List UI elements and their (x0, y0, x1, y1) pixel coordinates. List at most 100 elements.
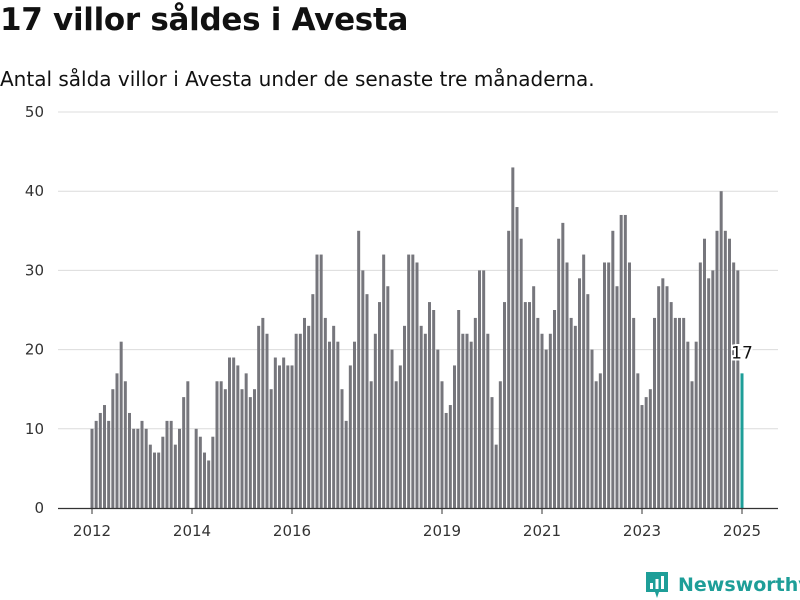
bar (340, 389, 344, 508)
bar (540, 333, 544, 508)
bar (319, 254, 323, 508)
bar (336, 341, 340, 508)
bar (186, 381, 190, 508)
bar (398, 365, 402, 508)
bar (465, 333, 469, 508)
bar (373, 333, 377, 508)
bar (703, 238, 706, 508)
bar (298, 333, 302, 508)
bar (286, 365, 290, 508)
bar (694, 341, 698, 508)
bar (498, 381, 502, 508)
bar (636, 373, 640, 508)
bar (519, 238, 523, 508)
bar (386, 286, 390, 508)
bar (732, 262, 736, 508)
bar (303, 317, 306, 508)
bar (94, 420, 98, 508)
bar (678, 317, 681, 508)
x-tick-label: 2021 (523, 522, 561, 540)
bar (432, 310, 436, 508)
bar (482, 270, 486, 508)
bar (311, 294, 315, 508)
bar (232, 357, 236, 508)
bar (528, 302, 531, 508)
bar (278, 365, 281, 508)
bar (361, 270, 365, 508)
bar (494, 444, 498, 508)
bar (594, 381, 598, 508)
bar (428, 302, 431, 508)
bar (282, 357, 286, 508)
chart-subtitle: Antal sålda villor i Avesta under de sen… (0, 67, 595, 91)
bar (648, 389, 652, 508)
bar (290, 365, 294, 508)
bar (165, 420, 169, 508)
bar (453, 365, 456, 508)
bars (90, 167, 744, 509)
bar (419, 325, 423, 508)
bar (561, 222, 565, 508)
bar (390, 349, 394, 508)
bar (573, 325, 577, 508)
bar (173, 444, 177, 508)
bar (673, 317, 677, 508)
bar (236, 365, 240, 508)
bar (532, 286, 536, 508)
bar (603, 262, 606, 508)
x-tick-label: 2019 (423, 522, 461, 540)
bar (553, 310, 556, 508)
bar (586, 294, 590, 508)
bar (644, 397, 648, 508)
bar (711, 270, 715, 508)
last-value-label: 17 (731, 343, 753, 363)
bar (690, 381, 694, 508)
bar (590, 349, 594, 508)
bar (90, 428, 94, 508)
bar (253, 389, 256, 508)
bar (244, 373, 248, 508)
brand: Newsworthy (644, 570, 800, 600)
bar (111, 389, 115, 508)
bar (157, 452, 161, 508)
y-tick-label: 50 (25, 103, 44, 121)
bar (544, 349, 548, 508)
brand-name: Newsworthy (678, 574, 800, 596)
bar (182, 397, 186, 508)
bar (615, 286, 619, 508)
bar (653, 317, 656, 508)
bar (215, 381, 219, 508)
y-tick-label: 20 (25, 341, 44, 359)
bar (228, 357, 231, 508)
bar-highlight (740, 373, 744, 508)
bar (598, 373, 602, 508)
bar (115, 373, 119, 508)
bar (269, 389, 273, 508)
bar (507, 230, 511, 509)
bar (140, 420, 144, 508)
bar (444, 412, 448, 508)
bar (415, 262, 419, 508)
bar (153, 452, 156, 508)
bar (719, 191, 723, 508)
bar (715, 230, 719, 509)
bar (503, 302, 506, 508)
bar (582, 254, 586, 508)
bar (169, 420, 173, 508)
y-tick-label: 10 (25, 420, 44, 438)
bar (640, 405, 644, 508)
bar (357, 230, 361, 509)
x-tick-label: 2023 (623, 522, 661, 540)
bar (98, 412, 102, 508)
bar (332, 325, 336, 508)
bar (661, 278, 665, 508)
bar (219, 381, 223, 508)
bar (486, 333, 490, 508)
y-axis: 0 10 20 30 40 50 (25, 103, 44, 517)
bar (382, 254, 386, 508)
bar (515, 207, 519, 509)
bar (107, 420, 111, 508)
bar (307, 325, 311, 508)
bar (619, 214, 623, 508)
bar (411, 254, 415, 508)
